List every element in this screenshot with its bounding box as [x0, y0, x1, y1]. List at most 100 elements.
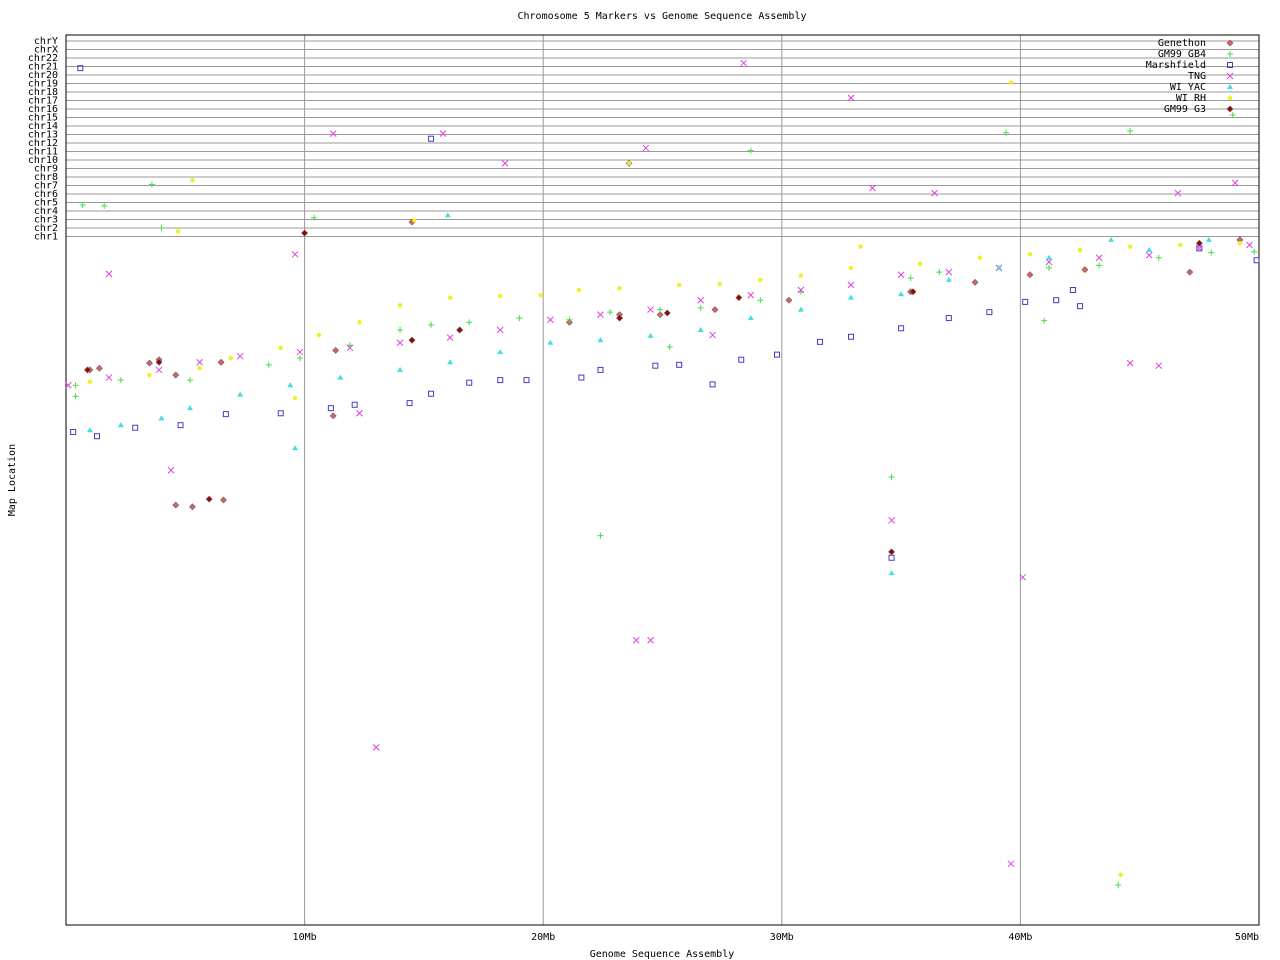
marker-cross	[869, 184, 876, 192]
marker-square	[676, 361, 683, 368]
marker-triangle	[898, 291, 905, 297]
marker-diamond	[616, 314, 623, 322]
marker-plus	[747, 147, 754, 154]
marker-square	[77, 65, 84, 72]
y-tick-label: chr18	[28, 87, 58, 98]
marker-dot	[357, 320, 362, 325]
marker-cross	[1155, 362, 1163, 370]
marker-diamond	[735, 294, 743, 302]
y-tick-label: chr11	[28, 146, 58, 157]
marker-cross	[847, 281, 855, 289]
marker-cross	[1174, 189, 1182, 197]
marker-cross	[1246, 241, 1253, 249]
marker-cross	[945, 268, 953, 276]
marker-square	[497, 377, 504, 384]
marker-cross	[547, 316, 554, 324]
y-tick-label: chr5	[34, 197, 58, 208]
marker-diamond	[172, 371, 180, 379]
marker-diamond	[95, 364, 103, 372]
marker-plus	[1096, 262, 1103, 269]
marker-dot	[197, 366, 202, 371]
marker-square	[1022, 298, 1029, 305]
marker-cross	[1007, 860, 1015, 868]
marker-square	[406, 400, 413, 407]
marker-plus	[1041, 317, 1048, 324]
marker-cross	[1045, 258, 1053, 266]
marker-square	[94, 433, 101, 440]
marker-square	[132, 424, 139, 431]
marker-dot	[228, 355, 233, 361]
marker-dot	[617, 286, 622, 291]
marker-triangle	[444, 212, 451, 218]
marker-diamond	[172, 501, 180, 509]
y-tick-label: chr6	[34, 189, 58, 200]
marker-triangle	[1046, 254, 1053, 260]
marker-diamond	[711, 306, 719, 313]
marker-diamond	[909, 288, 917, 296]
marker-dot	[1127, 244, 1133, 249]
marker-square	[70, 428, 77, 435]
y-tick-label: chr14	[28, 121, 58, 132]
marker-cross	[1095, 254, 1103, 262]
y-tick-label: chr8	[34, 172, 58, 183]
marker-diamond	[456, 326, 464, 334]
marker-plus	[101, 202, 108, 209]
y-tick-label: chrY	[34, 36, 58, 47]
marker-triangle	[747, 315, 754, 321]
x-tick-label: 50Mb	[1235, 932, 1259, 943]
marker-dot	[87, 379, 93, 385]
marker-diamond	[1026, 271, 1034, 279]
marker-dot	[798, 273, 804, 278]
marker-square	[578, 374, 585, 381]
marker-dot	[1178, 242, 1183, 248]
marker-square	[277, 410, 284, 417]
marker-triangle	[287, 382, 294, 388]
marker-cross	[1195, 245, 1203, 252]
marker-diamond	[217, 358, 225, 366]
marker-diamond	[329, 412, 337, 420]
marker-dot	[758, 277, 763, 283]
y-tick-label: chr1	[34, 231, 58, 242]
marker-triangle	[1146, 247, 1153, 253]
marker-plus	[1208, 249, 1215, 256]
marker-cross	[296, 348, 304, 356]
marker-cross	[439, 130, 447, 137]
marker-square	[738, 356, 745, 363]
y-tick-label: chr19	[28, 78, 58, 89]
marker-diamond	[301, 229, 309, 237]
marker-diamond	[785, 296, 793, 304]
marker-triangle	[547, 339, 554, 345]
marker-cross	[446, 334, 454, 341]
marker-plus	[1046, 264, 1053, 271]
marker-square	[945, 315, 952, 322]
marker-triangle	[697, 326, 704, 332]
marker-dot	[1118, 872, 1123, 878]
marker-square	[523, 377, 530, 384]
x-tick-label: 30Mb	[770, 932, 794, 943]
marker-cross	[642, 144, 650, 152]
marker-triangle	[797, 306, 804, 312]
y-tick-label: chr4	[34, 206, 58, 217]
marker-cross	[1126, 359, 1134, 367]
y-tick-label: chr3	[34, 214, 58, 225]
marker-square	[1253, 257, 1260, 264]
marker-diamond	[189, 503, 196, 511]
marker-dot	[190, 178, 195, 183]
marker-dot	[447, 295, 453, 300]
marker-square	[327, 405, 334, 412]
marker-plus	[657, 306, 664, 313]
marker-triangle	[397, 366, 404, 372]
marker-cross	[372, 743, 380, 751]
marker-diamond	[408, 336, 416, 344]
marker-diamond	[1226, 39, 1234, 47]
marker-dot	[977, 255, 983, 260]
marker-plus	[72, 393, 79, 400]
marker-diamond	[663, 309, 671, 317]
marker-dot	[538, 292, 544, 298]
marker-square	[847, 333, 854, 340]
y-tick-label: chr16	[28, 104, 58, 115]
marker-cross	[356, 409, 363, 417]
marker-cross	[597, 311, 604, 319]
marker-cross	[105, 270, 113, 278]
y-tick-label: chr21	[28, 61, 58, 72]
